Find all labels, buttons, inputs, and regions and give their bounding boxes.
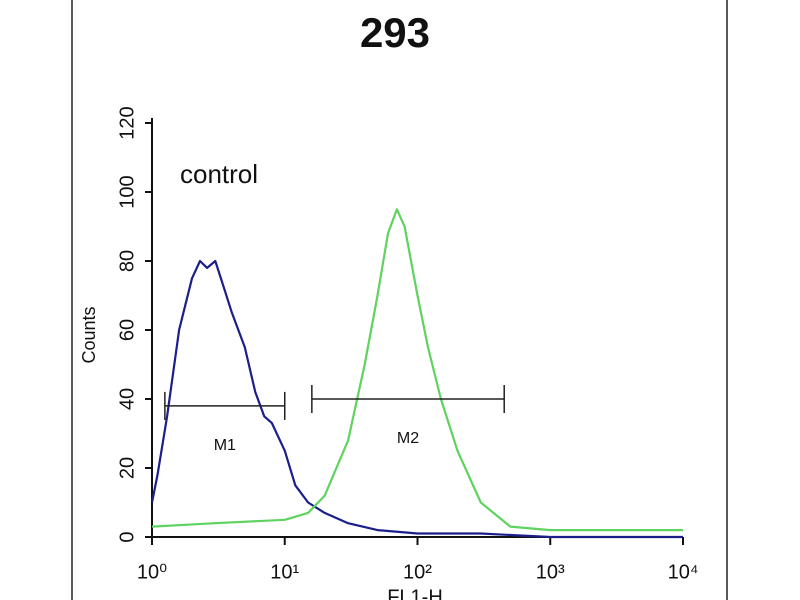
chart-title: 293 [360, 9, 430, 56]
series-annotation: control [180, 159, 258, 189]
histogram-line [151, 208, 683, 532]
y-tick-label: 100 [116, 175, 138, 208]
y-tick-label: 120 [116, 106, 138, 139]
y-tick-label: 80 [116, 250, 138, 272]
x-tick-label: 10⁰ [137, 561, 167, 583]
gate-label: M1 [214, 437, 236, 454]
histogram-line [150, 259, 683, 539]
x-axis-label: FL1-H [387, 586, 443, 600]
y-tick-label: 0 [116, 531, 138, 542]
y-tick-label: 60 [116, 319, 138, 341]
frame [71, 0, 728, 600]
gate-label: M2 [397, 430, 419, 447]
x-tick-label: 10³ [536, 561, 565, 583]
y-axis-label: Counts [79, 306, 99, 363]
x-tick-label: 10² [403, 561, 432, 583]
x-tick-label: 10⁴ [668, 561, 699, 583]
x-tick-label: 10¹ [270, 561, 299, 583]
y-tick-label: 20 [116, 457, 138, 479]
y-tick-label: 40 [116, 388, 138, 410]
